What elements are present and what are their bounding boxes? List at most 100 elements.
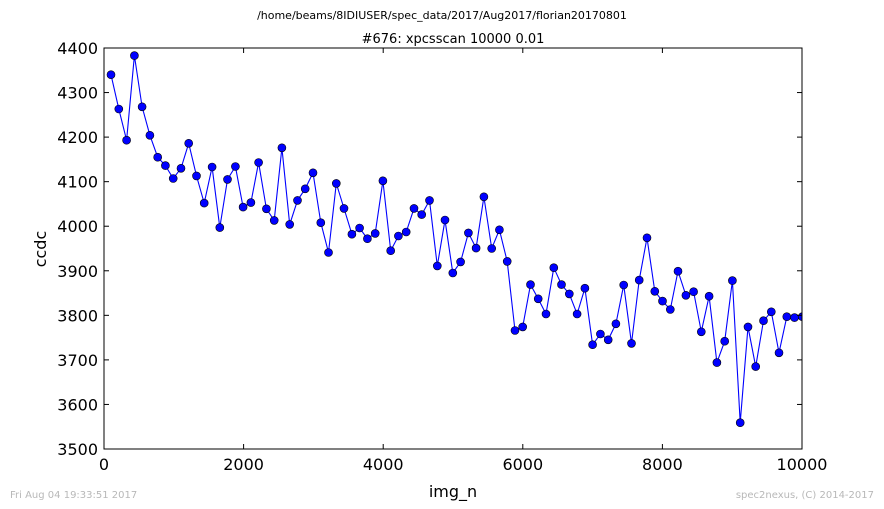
data-point [440,215,450,225]
data-point [580,283,590,293]
data-point [759,316,768,326]
data-point [766,307,776,317]
data-point [627,339,636,348]
series-layer [106,51,802,428]
data-point [300,184,310,194]
data-point [192,171,201,181]
data-point [401,227,411,237]
y-tick-label: 4000 [57,217,98,236]
x-tick-label: 4000 [363,455,404,474]
data-point [728,276,737,285]
x-tick-label: 6000 [502,455,543,474]
data-point [665,305,675,314]
data-point [417,210,427,219]
data-point [533,294,543,304]
data-point [464,228,473,238]
data-point [790,313,799,322]
data-point [704,291,714,301]
x-axis-label: img_n [429,482,477,502]
x-tick-label: 10000 [777,455,828,474]
data-point [502,257,512,266]
data-point [114,104,124,114]
data-point [223,175,232,184]
data-point [293,196,302,205]
y-tick-label: 4400 [57,39,98,58]
data-point [487,244,497,253]
y-tick-label: 4300 [57,84,98,103]
footer-credit: spec2nexus, (C) 2014-2017 [736,490,874,501]
data-point [363,234,372,243]
data-point [658,296,667,306]
data-point [176,164,186,173]
x-tick-labels: 0 2000 4000 6000 8000 10000 [99,455,828,474]
data-point [137,102,147,112]
data-point [448,268,458,278]
data-point [238,202,248,212]
y-tick-label: 4200 [57,128,98,147]
y-tick-label: 3500 [57,440,98,459]
data-point [471,243,481,253]
data-point [642,233,652,243]
data-point [611,319,621,329]
data-point [308,168,318,178]
data-point [495,225,504,235]
data-point [751,362,761,371]
data-point [153,152,162,162]
data-point [572,309,582,319]
data-point [215,223,225,232]
data-point [603,335,613,345]
data-point [106,70,116,79]
data-point [394,231,403,241]
data-point [246,198,256,207]
data-point [231,162,240,171]
data-point [324,248,333,257]
data-point [712,358,722,367]
data-point [456,257,465,267]
plot-area [103,47,803,450]
data-point [269,216,279,225]
data-point [557,280,566,289]
data-point [743,322,753,332]
data-point [339,204,349,213]
data-point [262,204,271,214]
data-point [409,204,419,213]
data-point [588,340,597,350]
data-point [510,326,520,335]
y-tick-label: 3600 [57,395,98,414]
data-point [782,312,792,322]
x-tick-label: 0 [99,455,109,474]
data-point [370,229,380,238]
data-point [425,196,434,205]
data-point [619,280,629,290]
data-point [549,263,559,273]
data-point [254,158,263,167]
data-point [277,143,287,153]
data-point [696,327,706,337]
data-point [564,289,574,299]
data-point [681,290,691,300]
data-point [596,329,605,339]
data-point [355,223,364,233]
y-tick-label: 3700 [57,351,98,370]
data-point [798,312,802,321]
data-point [720,336,730,346]
data-point [541,309,551,319]
data-point [386,246,396,255]
data-point [673,266,683,276]
plot-background [104,48,802,449]
y-tick-label: 4100 [57,173,98,192]
data-point [285,220,295,229]
chart-suptitle: /home/beams/8IDIUSER/spec_data/2017/Aug2… [257,9,627,22]
data-point [378,176,388,186]
data-point [161,161,170,170]
data-point [184,139,193,148]
data-point [316,218,326,227]
x-tick-label: 8000 [642,455,683,474]
y-tick-label: 3900 [57,262,98,281]
data-point [689,287,698,297]
data-point [650,286,660,296]
data-point [526,280,535,289]
footer-timestamp: Fri Aug 04 19:33:51 2017 [10,490,137,501]
data-point [168,174,178,183]
data-point [130,51,139,60]
